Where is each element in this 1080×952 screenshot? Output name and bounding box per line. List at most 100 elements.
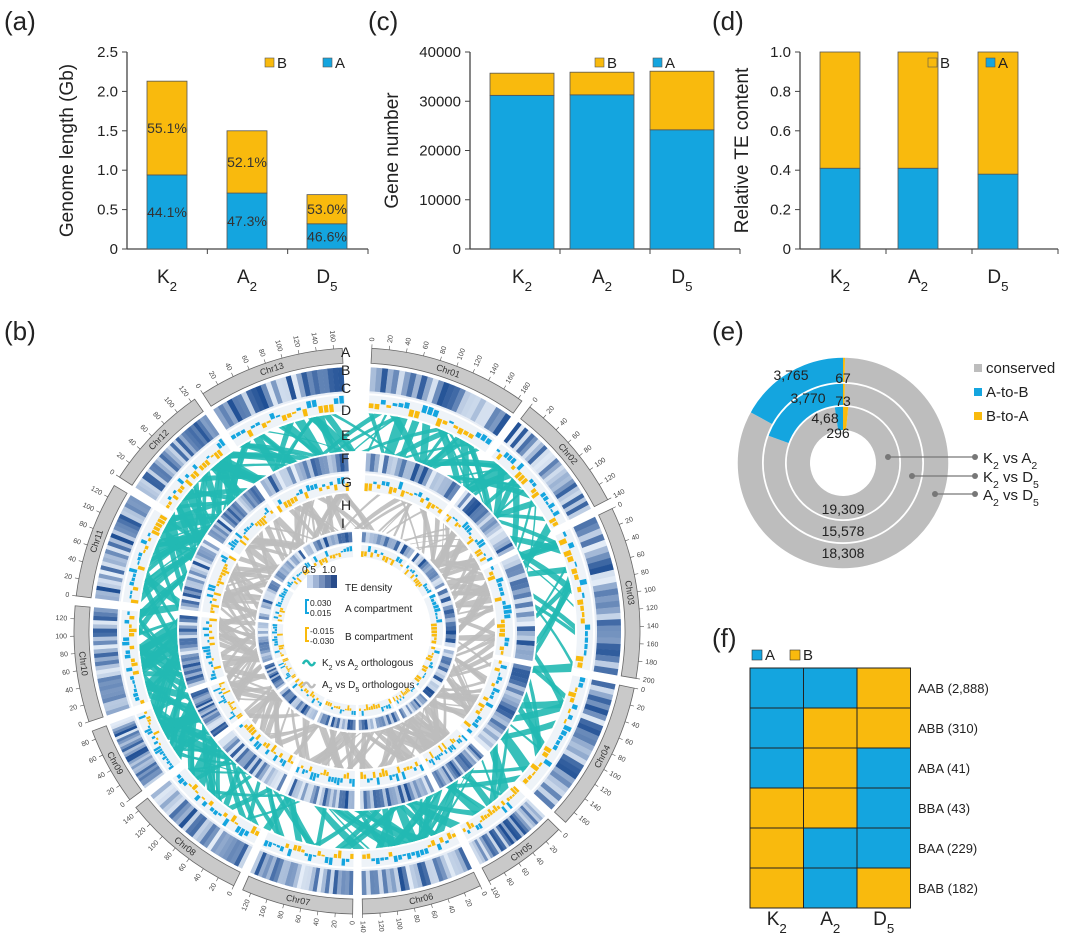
ortholog-link-k2-a2: [139, 626, 178, 656]
track-background: [422, 729, 469, 769]
compartment-bin: [238, 827, 246, 837]
te-density-bin: [117, 732, 141, 746]
ortholog-link-a2-d5: [219, 632, 259, 658]
ortholog-link-k2-a2: [517, 499, 533, 552]
te-density-bin: [503, 558, 522, 571]
compartment-bin: [571, 568, 578, 575]
compartment-bin: [203, 649, 211, 653]
te-density-bin: [258, 625, 269, 629]
compartment-bin: [463, 720, 472, 728]
te-density-bin: [156, 456, 178, 475]
compartment-bin: [483, 553, 487, 557]
te-density-bin: [192, 693, 211, 703]
te-density-bin: [181, 810, 201, 832]
compartment-bin: [336, 477, 341, 485]
te-density-bin: [589, 563, 614, 576]
te-density-bin: [413, 554, 423, 565]
compartment-bin: [538, 762, 543, 768]
compartment-bin: [324, 856, 329, 864]
ortholog-link-k2-a2: [437, 428, 462, 485]
compartment-bin: [222, 696, 226, 700]
te-density-bin: [494, 539, 512, 552]
ortholog-link-k2-a2: [448, 433, 485, 505]
compartment-bin: [210, 673, 216, 677]
compartment-bin: [302, 408, 309, 417]
compartment-bin: [234, 532, 243, 539]
compartment-bin: [409, 569, 413, 573]
chromosome-tick: [414, 908, 416, 913]
panel-label-c: (c): [368, 6, 398, 36]
te-density-bin: [348, 532, 353, 543]
te-density-bin: [504, 563, 524, 575]
ring-1-b-to-a: [843, 383, 845, 406]
te-density-bin: [364, 719, 369, 730]
te-density-bin: [459, 752, 473, 768]
ortholog-link-k2-a2: [142, 617, 178, 672]
compartment-bin: [577, 599, 584, 606]
ring-conserved-count: 18,308: [822, 545, 865, 561]
legend-swatch: [974, 388, 982, 396]
te-density-bin: [515, 606, 534, 614]
compartment-bin: [491, 809, 496, 814]
compartment-bin: [292, 844, 298, 851]
compartment-bin: [275, 611, 280, 615]
te-density-bin: [506, 567, 526, 579]
compartment-bin: [129, 675, 135, 680]
te-density-bin: [497, 703, 516, 717]
te-density-bin: [445, 630, 457, 635]
chromosome-tick: [174, 409, 178, 413]
te-density-bin: [297, 702, 306, 713]
compartment-bin: [209, 636, 215, 640]
compartment-bin: [281, 414, 288, 422]
compartment-bin: [364, 483, 369, 492]
compartment-bin: [482, 696, 489, 702]
ring-b-to-a-count: 73: [835, 393, 851, 409]
te-density-bin: [139, 477, 162, 495]
compartment-bin: [562, 531, 567, 537]
compartment-bin: [158, 742, 162, 746]
compartment-bin: [264, 507, 270, 514]
compartment-bin: [230, 814, 238, 823]
te-density-bin: [112, 720, 136, 733]
compartment-bin: [177, 477, 185, 485]
chromosome-tick: [75, 687, 80, 690]
compartment-bin: [406, 687, 411, 692]
compartment-bin: [499, 628, 505, 633]
chromosome-tick: [598, 482, 603, 485]
compartment-bin: [462, 827, 467, 833]
te-density-bin: [430, 677, 442, 687]
compartment-bin: [162, 753, 166, 757]
te-density-bin: [179, 640, 198, 646]
te-density-bin: [169, 442, 190, 462]
compartment-bin: [220, 554, 229, 561]
te-density-bin: [319, 538, 327, 549]
te-density-bin: [214, 832, 231, 856]
te-density-bin: [341, 718, 346, 730]
bar-A-D5: [306, 223, 348, 250]
te-density-bin: [312, 540, 321, 552]
te-density-bin: [479, 516, 496, 531]
te-density-bin: [179, 625, 198, 629]
ortholog-link-k2-a2: [267, 431, 346, 452]
te-density-bin: [396, 542, 405, 553]
te-density-bin: [378, 789, 385, 808]
compartment-bin: [413, 410, 421, 419]
compartment-bin: [209, 806, 215, 813]
te-density-bin: [222, 735, 239, 751]
tick-label: 20: [208, 882, 218, 892]
te-density-bin: [495, 707, 514, 720]
compartment-bin: [267, 841, 273, 848]
ortholog-link-a2-d5: [418, 534, 457, 551]
compartment-bin: [430, 503, 436, 510]
te-scale-max: 1.0: [322, 565, 336, 576]
chromosome-tick: [503, 872, 507, 877]
te-density-bin: [280, 566, 290, 575]
tick-label: 0: [108, 469, 115, 477]
te-density-bin: [555, 761, 579, 780]
compartment-bin: [465, 821, 472, 830]
te-density-bin: [236, 393, 252, 418]
ortholog-link-a2-d5: [273, 689, 284, 748]
compartment-bin: [335, 553, 338, 556]
compartment-bin: [301, 768, 306, 775]
